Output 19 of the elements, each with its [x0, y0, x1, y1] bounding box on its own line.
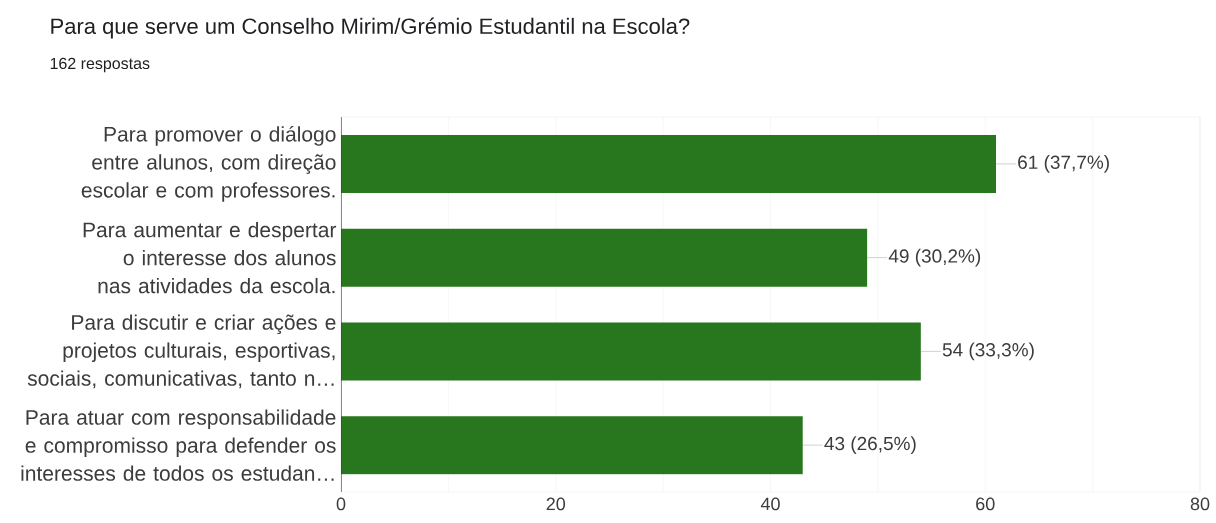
bar [341, 322, 921, 381]
data-label: 54 (33,3%) [942, 342, 1034, 361]
data-label: 43 (26,5%) [824, 436, 916, 454]
y-tick-label: Para discutir e criar ações e projetos culturais, esportivas, sociais, comunicativas, tanto n… [27, 314, 336, 389]
data-label: 61 (37,7%) [1018, 155, 1109, 173]
data-label: 49 (30,2%) [888, 248, 981, 267]
y-tick-label: Para atuar com responsabilidade e compromisso para defender os interesses de todos os estudan… [21, 409, 336, 481]
x-tick-label: 80 [1190, 497, 1210, 511]
x-tick-label: 40 [760, 497, 780, 511]
x-tick-label: 20 [546, 497, 566, 511]
bar [341, 416, 803, 475]
bar [341, 134, 996, 193]
chart-title: Para que serve um Conselho Mirim/Grémio Estudantil na Escola? [51, 17, 690, 39]
y-tick-label: Para aumentar e despertar o interesse dos alunos nas atividades da escola. [83, 221, 337, 294]
bar [341, 228, 868, 287]
x-tick-label: 0 [336, 497, 346, 511]
text: 162 respostas [50, 57, 150, 73]
x-tick-label: 60 [976, 497, 995, 511]
y-tick-label: Para promover o diálogo entre alunos, com direção escolar e com professores. [81, 125, 336, 202]
